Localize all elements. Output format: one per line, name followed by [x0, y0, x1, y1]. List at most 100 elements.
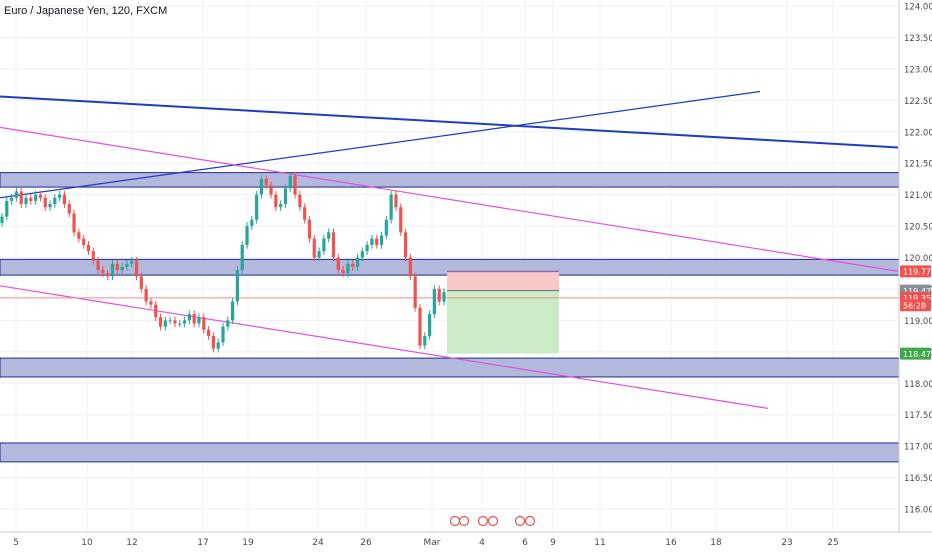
- blue-trend-line[interactable]: [0, 90, 761, 199]
- stop-loss-zone[interactable]: [447, 271, 559, 291]
- candle[interactable]: [413, 276, 417, 308]
- candle[interactable]: [355, 257, 360, 267]
- candle[interactable]: [106, 273, 110, 277]
- support-resistance-zone[interactable]: [0, 357, 900, 378]
- candle[interactable]: [101, 270, 105, 274]
- candle[interactable]: [216, 342, 220, 349]
- candle[interactable]: [178, 323, 182, 325]
- candle[interactable]: [173, 320, 177, 324]
- candle[interactable]: [442, 292, 446, 302]
- candle[interactable]: [389, 194, 393, 220]
- candle[interactable]: [91, 251, 95, 261]
- candle[interactable]: [77, 232, 81, 239]
- candle[interactable]: [312, 238, 316, 258]
- candle[interactable]: [163, 320, 167, 327]
- candle[interactable]: [264, 178, 268, 186]
- candle[interactable]: [346, 263, 350, 274]
- candle[interactable]: [322, 238, 326, 252]
- candle[interactable]: [34, 194, 38, 201]
- economic-event-icon[interactable]: [524, 515, 536, 527]
- candle[interactable]: [408, 257, 412, 277]
- candle[interactable]: [53, 197, 57, 205]
- pink-trend-line[interactable]: [0, 285, 769, 409]
- candle[interactable]: [62, 194, 67, 205]
- blue-trend-line[interactable]: [0, 95, 899, 149]
- candle[interactable]: [168, 320, 172, 322]
- candle[interactable]: [303, 207, 307, 220]
- candle[interactable]: [154, 304, 158, 318]
- candle[interactable]: [370, 238, 374, 245]
- candle[interactable]: [423, 336, 427, 346]
- candle[interactable]: [211, 336, 215, 349]
- candle[interactable]: [298, 194, 302, 208]
- candle[interactable]: [331, 232, 336, 258]
- candle[interactable]: [14, 191, 19, 198]
- candle[interactable]: [24, 197, 28, 205]
- candle[interactable]: [206, 329, 211, 337]
- candle[interactable]: [38, 194, 43, 198]
- candle[interactable]: [432, 288, 436, 315]
- candle[interactable]: [19, 191, 23, 205]
- candle[interactable]: [288, 175, 292, 189]
- candle[interactable]: [399, 207, 403, 233]
- candle[interactable]: [202, 317, 206, 330]
- candle[interactable]: [437, 288, 441, 302]
- candle[interactable]: [115, 263, 119, 271]
- candle[interactable]: [187, 314, 191, 321]
- candle[interactable]: [317, 251, 321, 258]
- candle[interactable]: [67, 204, 71, 214]
- candle[interactable]: [72, 213, 76, 233]
- candle[interactable]: [110, 263, 115, 277]
- candle[interactable]: [307, 219, 312, 239]
- candle[interactable]: [5, 200, 9, 217]
- candle[interactable]: [250, 219, 254, 227]
- candle[interactable]: [139, 276, 143, 289]
- candle[interactable]: [43, 197, 47, 208]
- candle[interactable]: [365, 244, 369, 252]
- candle[interactable]: [341, 270, 345, 274]
- candle[interactable]: [327, 232, 331, 239]
- economic-event-icon[interactable]: [477, 515, 489, 527]
- candle[interactable]: [269, 185, 273, 195]
- candle[interactable]: [245, 226, 249, 245]
- candle[interactable]: [130, 260, 134, 264]
- candle[interactable]: [336, 257, 340, 271]
- candle[interactable]: [255, 194, 259, 220]
- candle[interactable]: [384, 219, 388, 236]
- candle[interactable]: [394, 194, 398, 208]
- candle[interactable]: [279, 204, 283, 208]
- economic-event-icon[interactable]: [487, 515, 499, 527]
- candle[interactable]: [120, 266, 124, 271]
- candle[interactable]: [403, 232, 408, 258]
- candle[interactable]: [82, 238, 86, 245]
- pink-trend-line[interactable]: [0, 126, 899, 272]
- candle[interactable]: [182, 320, 187, 324]
- candle[interactable]: [96, 260, 100, 271]
- support-resistance-zone[interactable]: [0, 172, 900, 188]
- economic-event-icon[interactable]: [514, 515, 526, 527]
- candle[interactable]: [379, 235, 384, 245]
- candle[interactable]: [351, 263, 355, 267]
- candle[interactable]: [29, 197, 33, 201]
- candle[interactable]: [10, 197, 14, 201]
- candle[interactable]: [360, 251, 364, 258]
- candle[interactable]: [48, 204, 52, 208]
- candle[interactable]: [197, 317, 201, 324]
- candle[interactable]: [274, 194, 278, 208]
- candle[interactable]: [375, 238, 379, 245]
- candle[interactable]: [158, 317, 163, 327]
- support-resistance-zone[interactable]: [0, 442, 900, 463]
- candle[interactable]: [134, 260, 139, 277]
- candle[interactable]: [86, 244, 91, 252]
- candle[interactable]: [240, 244, 244, 271]
- candle[interactable]: [0, 216, 4, 223]
- candle[interactable]: [231, 301, 235, 321]
- candle[interactable]: [192, 314, 196, 324]
- candle[interactable]: [259, 178, 264, 195]
- candle[interactable]: [283, 188, 288, 205]
- candle[interactable]: [226, 320, 230, 327]
- candle[interactable]: [427, 314, 432, 337]
- candle[interactable]: [125, 263, 129, 267]
